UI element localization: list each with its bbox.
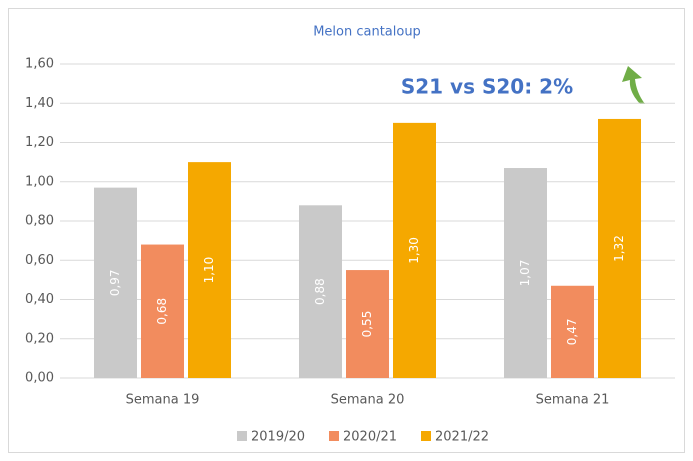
data-label: 0,47 bbox=[565, 319, 579, 346]
data-label: 0,88 bbox=[313, 278, 327, 305]
bar bbox=[551, 285, 594, 378]
data-label: 1,10 bbox=[202, 257, 216, 284]
y-tick-label: 0,40 bbox=[25, 292, 54, 307]
bar bbox=[393, 122, 436, 378]
bar bbox=[188, 162, 231, 378]
bar bbox=[94, 187, 137, 378]
legend-swatch bbox=[421, 431, 431, 441]
y-tick-label: 1,40 bbox=[25, 96, 54, 111]
legend-label: 2021/22 bbox=[435, 430, 489, 445]
bar bbox=[504, 168, 547, 378]
data-label: 0,68 bbox=[155, 298, 169, 325]
up-arrow bbox=[622, 66, 645, 104]
y-tick-label: 1,60 bbox=[25, 57, 54, 72]
legend-swatch bbox=[237, 431, 247, 441]
y-tick-label: 0,60 bbox=[25, 253, 54, 268]
data-label: 1,30 bbox=[407, 237, 421, 264]
chart-title: Melon cantaloup bbox=[313, 25, 421, 40]
bar bbox=[141, 244, 184, 378]
data-label: 0,55 bbox=[360, 311, 374, 338]
y-tick-label: 1,00 bbox=[25, 174, 54, 189]
x-tick-label: Semana 19 bbox=[126, 393, 200, 408]
y-tick-label: 1,20 bbox=[25, 135, 54, 150]
data-label: 0,97 bbox=[108, 269, 122, 296]
y-tick-label: 0,80 bbox=[25, 214, 54, 229]
bar bbox=[346, 270, 389, 378]
annotation: S21 vs S20: 2% bbox=[401, 75, 573, 99]
y-tick-label: 0,00 bbox=[25, 371, 54, 386]
data-label: 1,07 bbox=[518, 260, 532, 287]
legend-label: 2020/21 bbox=[343, 430, 397, 445]
data-label: 1,32 bbox=[612, 235, 626, 262]
y-tick-label: 0,20 bbox=[25, 331, 54, 346]
x-tick-label: Semana 20 bbox=[331, 393, 405, 408]
legend-label: 2019/20 bbox=[251, 430, 305, 445]
x-tick-label: Semana 21 bbox=[536, 393, 610, 408]
legend-swatch bbox=[329, 431, 339, 441]
bar bbox=[299, 205, 342, 378]
bar bbox=[598, 118, 641, 378]
